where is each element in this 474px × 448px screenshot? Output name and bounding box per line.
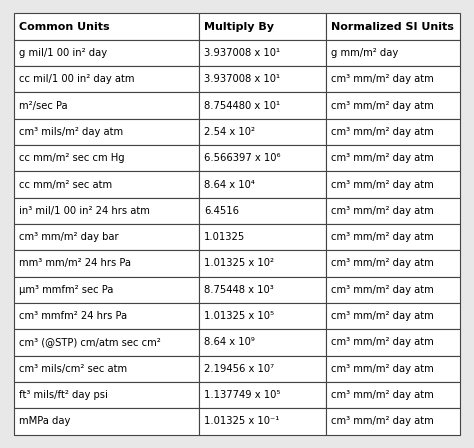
- Bar: [326, 356, 460, 382]
- Text: cm³ mm/m² day atm: cm³ mm/m² day atm: [331, 153, 434, 163]
- Bar: [199, 250, 326, 276]
- Text: cm³ mm/m² day atm: cm³ mm/m² day atm: [331, 416, 434, 426]
- Text: cm³ mm/m² day atm: cm³ mm/m² day atm: [331, 180, 434, 190]
- Text: g mil/1 00 in² day: g mil/1 00 in² day: [19, 48, 107, 58]
- Text: 1.01325 x 10⁵: 1.01325 x 10⁵: [204, 311, 274, 321]
- Bar: [199, 303, 326, 329]
- Text: 2.19456 x 10⁷: 2.19456 x 10⁷: [204, 364, 274, 374]
- Text: cm³ mm/m² day atm: cm³ mm/m² day atm: [331, 127, 434, 137]
- Bar: [326, 276, 460, 303]
- Text: cm³ mils/cm² sec atm: cm³ mils/cm² sec atm: [19, 364, 127, 374]
- Text: cm³ mm/m² day atm: cm³ mm/m² day atm: [331, 364, 434, 374]
- Text: Multiply By: Multiply By: [204, 22, 274, 32]
- Bar: [326, 172, 460, 198]
- Bar: [199, 276, 326, 303]
- Bar: [326, 408, 460, 435]
- Text: 1.01325: 1.01325: [204, 232, 245, 242]
- Text: 3.937008 x 10¹: 3.937008 x 10¹: [204, 48, 280, 58]
- Bar: [199, 13, 326, 40]
- Text: cm³ mm/m² day bar: cm³ mm/m² day bar: [19, 232, 118, 242]
- Text: cc mm/m² sec atm: cc mm/m² sec atm: [19, 180, 112, 190]
- Bar: [199, 382, 326, 408]
- Text: cm³ mm/m² day atm: cm³ mm/m² day atm: [331, 206, 434, 216]
- Bar: [199, 92, 326, 119]
- Bar: [199, 224, 326, 250]
- Bar: [326, 250, 460, 276]
- Bar: [14, 172, 199, 198]
- Bar: [14, 40, 199, 66]
- Bar: [326, 145, 460, 172]
- Text: m²/sec Pa: m²/sec Pa: [19, 100, 68, 111]
- Bar: [14, 119, 199, 145]
- Text: cm³ mm/m² day atm: cm³ mm/m² day atm: [331, 258, 434, 268]
- Text: cm³ mm/m² day atm: cm³ mm/m² day atm: [331, 74, 434, 84]
- Text: cm³ (@STP) cm/atm sec cm²: cm³ (@STP) cm/atm sec cm²: [19, 337, 161, 348]
- Bar: [199, 408, 326, 435]
- Text: 8.64 x 10⁹: 8.64 x 10⁹: [204, 337, 255, 348]
- Text: cc mm/m² sec cm Hg: cc mm/m² sec cm Hg: [19, 153, 125, 163]
- Bar: [14, 356, 199, 382]
- Bar: [14, 198, 199, 224]
- Bar: [326, 66, 460, 92]
- Bar: [326, 92, 460, 119]
- Text: g mm/m² day: g mm/m² day: [331, 48, 398, 58]
- Bar: [14, 250, 199, 276]
- Text: 2.54 x 10²: 2.54 x 10²: [204, 127, 255, 137]
- Text: 8.754480 x 10¹: 8.754480 x 10¹: [204, 100, 280, 111]
- Bar: [14, 303, 199, 329]
- Text: cm³ mm/m² day atm: cm³ mm/m² day atm: [331, 390, 434, 400]
- Bar: [199, 119, 326, 145]
- Text: 3.937008 x 10¹: 3.937008 x 10¹: [204, 74, 280, 84]
- Bar: [14, 145, 199, 172]
- Text: μm³ mmfm² sec Pa: μm³ mmfm² sec Pa: [19, 285, 113, 295]
- Bar: [199, 356, 326, 382]
- Bar: [14, 224, 199, 250]
- Bar: [326, 119, 460, 145]
- Bar: [199, 198, 326, 224]
- Text: 1.01325 x 10²: 1.01325 x 10²: [204, 258, 274, 268]
- Bar: [14, 382, 199, 408]
- Bar: [14, 329, 199, 356]
- Text: 1.01325 x 10⁻¹: 1.01325 x 10⁻¹: [204, 416, 279, 426]
- Text: 6.4516: 6.4516: [204, 206, 239, 216]
- Bar: [326, 224, 460, 250]
- Text: cm³ mm/m² day atm: cm³ mm/m² day atm: [331, 285, 434, 295]
- Text: cm³ mm/m² day atm: cm³ mm/m² day atm: [331, 337, 434, 348]
- Text: cm³ mm/m² day atm: cm³ mm/m² day atm: [331, 232, 434, 242]
- Text: cm³ mmfm² 24 hrs Pa: cm³ mmfm² 24 hrs Pa: [19, 311, 127, 321]
- Text: 8.64 x 10⁴: 8.64 x 10⁴: [204, 180, 255, 190]
- Bar: [199, 66, 326, 92]
- Bar: [14, 408, 199, 435]
- Bar: [326, 329, 460, 356]
- Bar: [199, 172, 326, 198]
- Bar: [326, 303, 460, 329]
- Text: cm³ mm/m² day atm: cm³ mm/m² day atm: [331, 311, 434, 321]
- Text: mm³ mm/m² 24 hrs Pa: mm³ mm/m² 24 hrs Pa: [19, 258, 131, 268]
- Text: cc mil/1 00 in² day atm: cc mil/1 00 in² day atm: [19, 74, 135, 84]
- Text: mMPa day: mMPa day: [19, 416, 70, 426]
- Bar: [14, 276, 199, 303]
- Bar: [326, 198, 460, 224]
- Text: Normalized SI Units: Normalized SI Units: [331, 22, 454, 32]
- Bar: [326, 382, 460, 408]
- Text: cm³ mm/m² day atm: cm³ mm/m² day atm: [331, 100, 434, 111]
- Bar: [199, 329, 326, 356]
- Bar: [14, 92, 199, 119]
- Text: in³ mil/1 00 in² 24 hrs atm: in³ mil/1 00 in² 24 hrs atm: [19, 206, 150, 216]
- Bar: [326, 13, 460, 40]
- Text: 8.75448 x 10³: 8.75448 x 10³: [204, 285, 273, 295]
- Text: 1.137749 x 10⁵: 1.137749 x 10⁵: [204, 390, 280, 400]
- Text: 6.566397 x 10⁶: 6.566397 x 10⁶: [204, 153, 280, 163]
- Bar: [326, 40, 460, 66]
- Text: ft³ mils/ft² day psi: ft³ mils/ft² day psi: [19, 390, 108, 400]
- Bar: [14, 13, 199, 40]
- Bar: [14, 66, 199, 92]
- Bar: [199, 145, 326, 172]
- Bar: [199, 40, 326, 66]
- Text: Common Units: Common Units: [19, 22, 109, 32]
- Text: cm³ mils/m² day atm: cm³ mils/m² day atm: [19, 127, 123, 137]
